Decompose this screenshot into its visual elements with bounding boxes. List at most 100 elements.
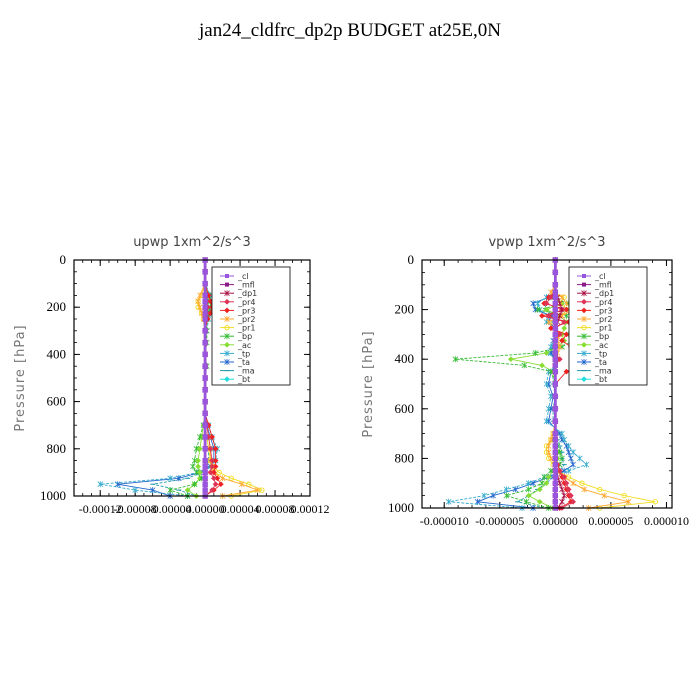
- data-point: [202, 481, 208, 487]
- data-point: [197, 292, 203, 299]
- y-tick-label: 200: [395, 302, 415, 317]
- data-point: [563, 306, 570, 313]
- data-point: [191, 481, 198, 488]
- data-point: [559, 455, 565, 462]
- data-point: [559, 294, 565, 301]
- data-point: [563, 331, 570, 338]
- data-point: [552, 393, 558, 399]
- data-point: [541, 474, 548, 480]
- legend-marker: [225, 282, 229, 287]
- data-point: [556, 356, 563, 363]
- legend-marker: [582, 282, 586, 287]
- y-axis-label: Pressure [hPa]: [13, 324, 28, 431]
- data-point: [202, 469, 208, 475]
- data-point: [545, 474, 552, 480]
- data-point: [545, 319, 552, 325]
- data-point: [556, 480, 563, 487]
- data-point: [202, 475, 208, 481]
- data-point: [97, 481, 104, 488]
- data-point: [228, 475, 234, 481]
- data-point: [224, 316, 230, 322]
- data-point: [568, 455, 574, 462]
- data-point: [565, 443, 572, 449]
- data-point: [581, 359, 587, 365]
- data-point: [202, 410, 208, 416]
- legend-label: _ma: [237, 367, 255, 376]
- data-point: [552, 289, 558, 295]
- data-point: [559, 337, 565, 344]
- data-point: [202, 328, 208, 334]
- data-point: [552, 307, 558, 313]
- data-point: [552, 455, 558, 461]
- data-point: [570, 498, 577, 505]
- data-point: [581, 307, 587, 314]
- data-point: [543, 418, 550, 425]
- data-point: [202, 292, 208, 298]
- chart-title: vpwp 1xm^2/s^3: [488, 235, 605, 250]
- data-point: [545, 312, 552, 319]
- data-point: [579, 480, 585, 486]
- series-tp: [445, 257, 590, 511]
- legend-label: _mfl: [237, 281, 255, 290]
- data-point: [202, 340, 208, 346]
- x-tick-label: 0.000010: [644, 514, 689, 528]
- data-point: [219, 475, 226, 482]
- legend-label: _tp: [237, 349, 250, 358]
- data-point: [216, 469, 222, 476]
- series-line: [455, 260, 583, 509]
- data-point: [556, 449, 563, 456]
- x-tick-label: 0.00004: [221, 502, 260, 516]
- data-point: [195, 298, 201, 305]
- data-point: [224, 359, 230, 365]
- data-point: [202, 434, 208, 440]
- x-tick-label: -0.000005: [475, 514, 524, 528]
- data-point: [581, 486, 588, 493]
- chart-panel-1: upwp 1xm^2/s^3 Pressure [hPa] 0 200 400 600 80…: [13, 235, 330, 516]
- data-point: [452, 356, 459, 363]
- data-point: [552, 344, 558, 350]
- x-tick-label: 0.000000: [533, 514, 578, 528]
- data-point: [202, 269, 208, 275]
- series-cl: [202, 257, 208, 499]
- data-point: [543, 306, 550, 313]
- data-point: [193, 469, 200, 476]
- data-point: [552, 486, 558, 492]
- data-point: [202, 463, 208, 470]
- page-title: jan24_cldfrc_dp2p BUDGET at25E,0N: [198, 20, 501, 41]
- data-point: [202, 316, 208, 322]
- data-point: [552, 468, 558, 474]
- data-point: [167, 487, 173, 494]
- legend-label: _pr3: [594, 306, 612, 315]
- series-line: [448, 260, 588, 509]
- data-point: [530, 300, 536, 307]
- data-point: [581, 341, 587, 348]
- x-tick-label: -0.000010: [420, 514, 469, 528]
- series-cl: [552, 257, 558, 511]
- y-tick-label: 1000: [388, 500, 414, 515]
- data-point: [224, 333, 230, 340]
- data-point: [563, 480, 570, 487]
- data-point: [202, 304, 208, 310]
- data-point: [224, 376, 230, 383]
- data-point: [597, 486, 603, 493]
- data-point: [552, 338, 558, 344]
- data-point: [581, 350, 587, 357]
- data-point: [548, 368, 554, 375]
- data-point: [212, 445, 219, 452]
- data-point: [202, 458, 208, 464]
- legend-label: _ac: [594, 341, 608, 350]
- y-tick-label: 200: [47, 299, 67, 314]
- data-point: [196, 445, 203, 452]
- data-point: [543, 381, 550, 387]
- data-point: [197, 304, 203, 311]
- data-point: [545, 405, 552, 412]
- data-point: [481, 492, 488, 499]
- data-point: [552, 480, 558, 486]
- data-point: [548, 343, 554, 350]
- legend-label: _pr2: [594, 315, 612, 324]
- data-point: [523, 498, 530, 505]
- data-point: [217, 481, 224, 488]
- data-point: [581, 324, 587, 331]
- data-point: [561, 436, 568, 443]
- x-tick-label: 0.00008: [256, 502, 295, 516]
